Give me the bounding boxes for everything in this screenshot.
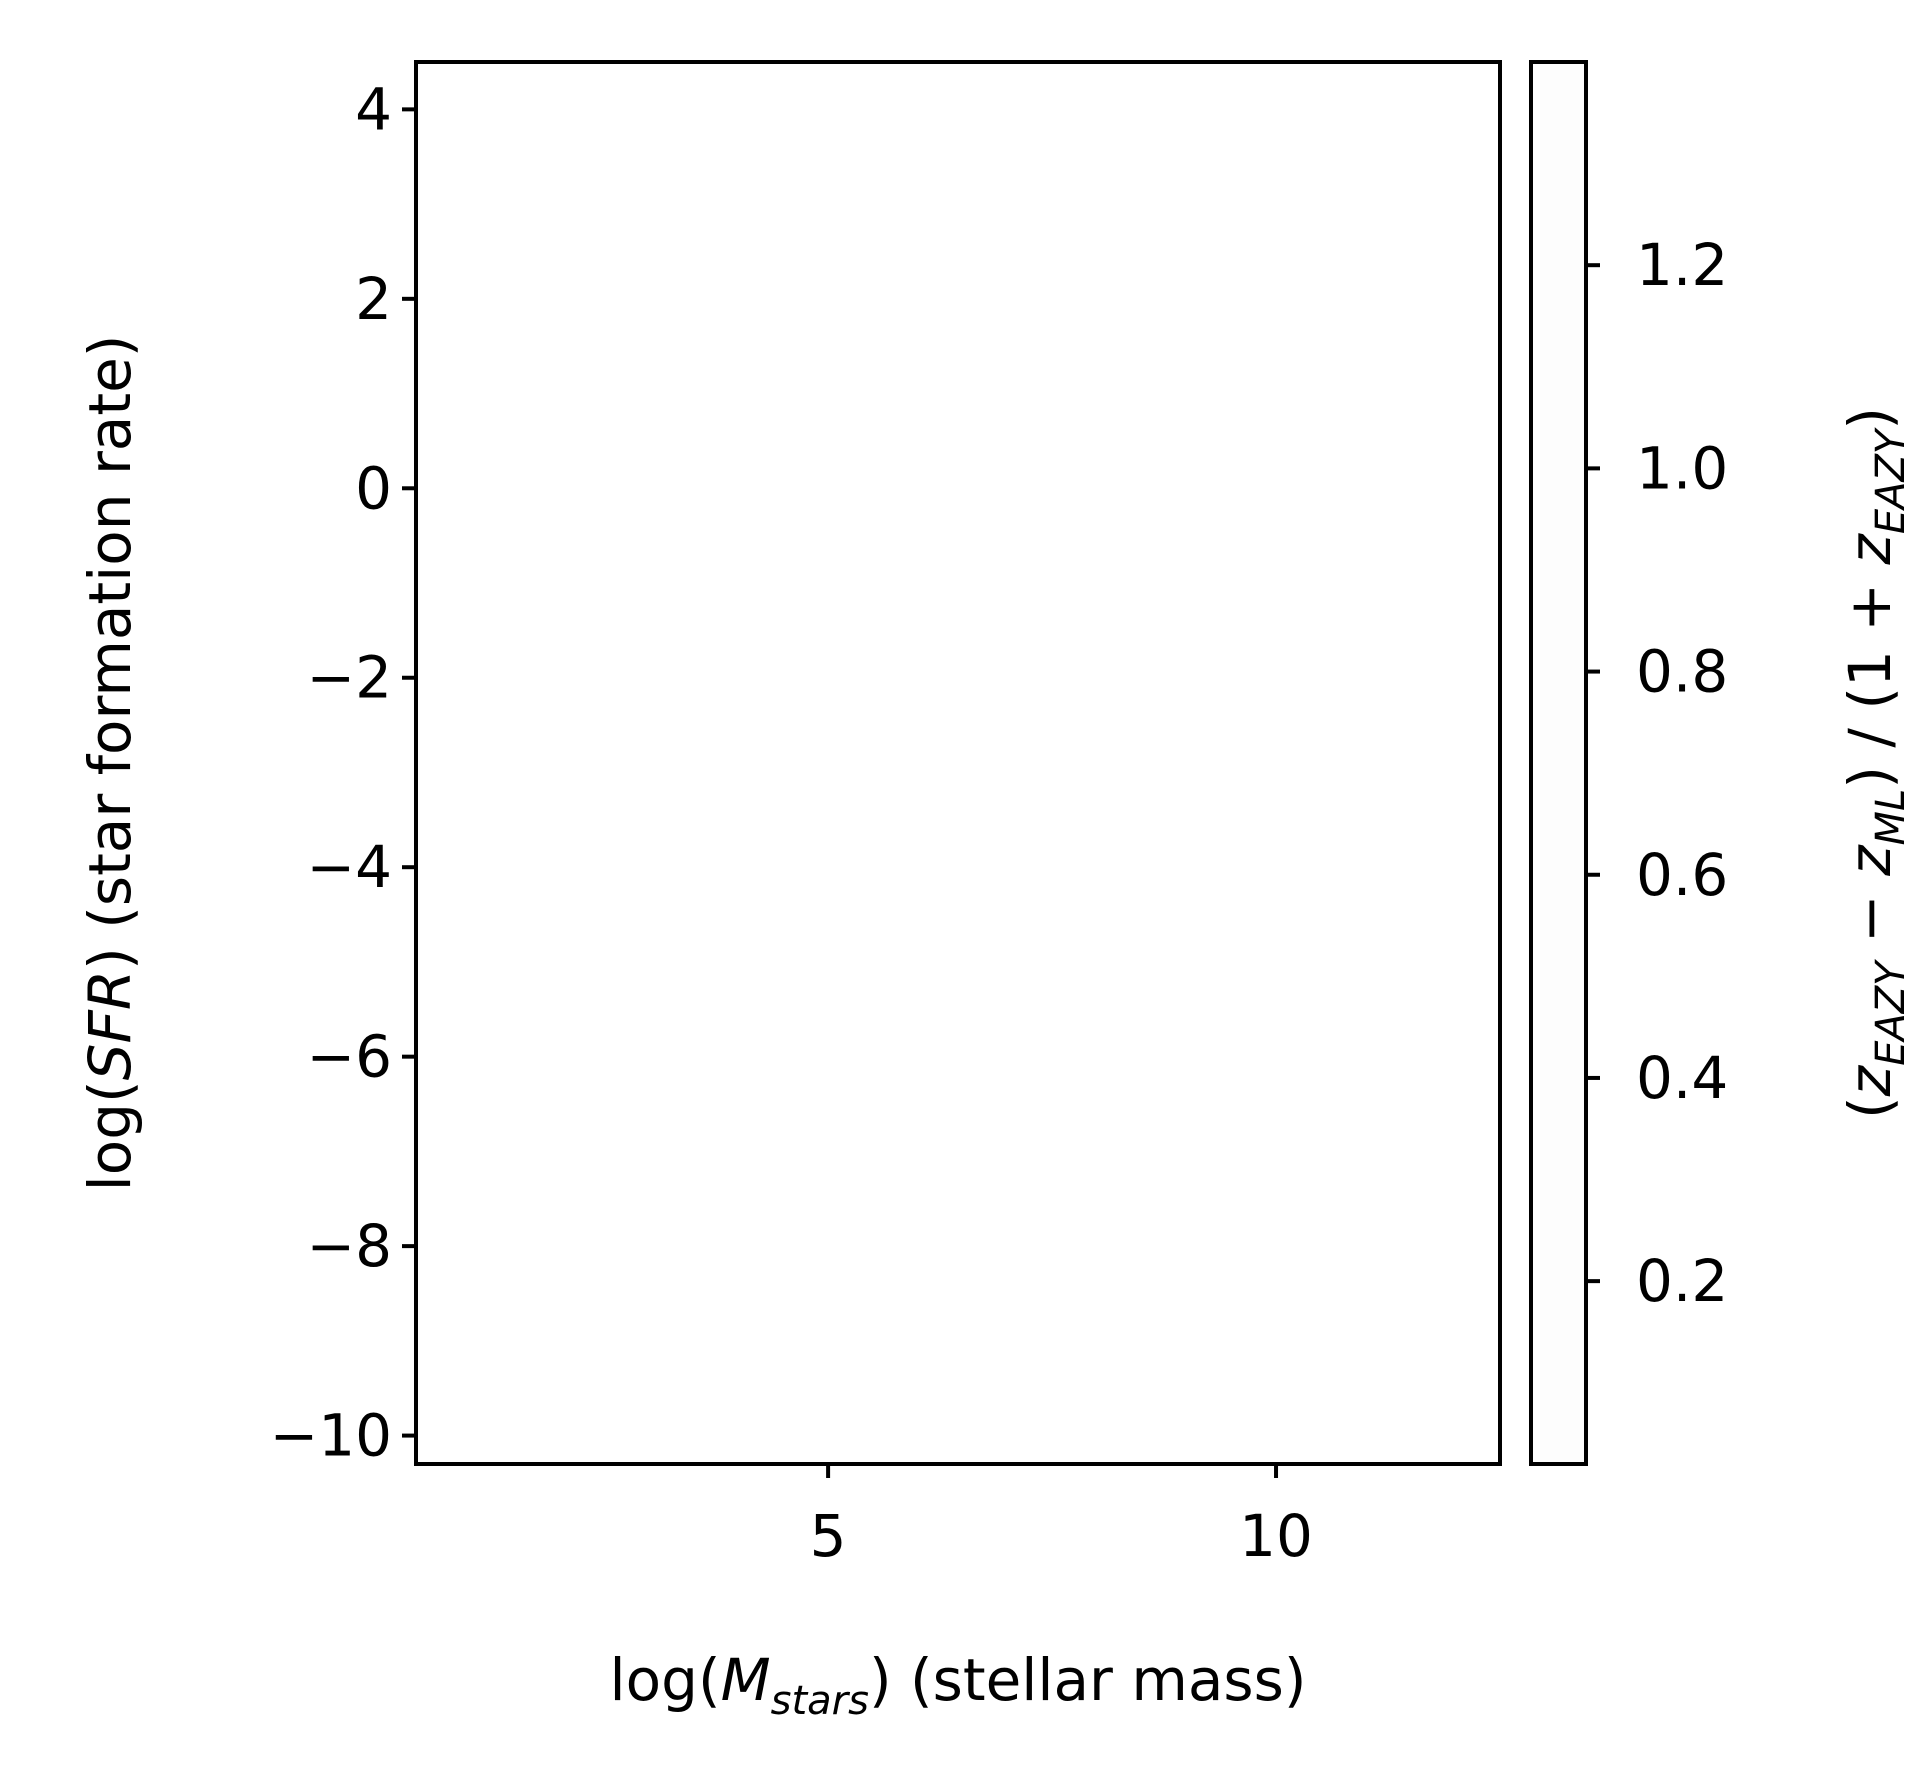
y-tick-label: −8	[307, 1212, 393, 1280]
colorbar-tick-label: 1.2	[1636, 231, 1728, 299]
colorbar-tick-label: 0.4	[1636, 1044, 1728, 1112]
colorbar-tick-label: 0.6	[1636, 841, 1728, 909]
plot-area	[414, 60, 1502, 1466]
colorbar-tick-label: 0.2	[1636, 1247, 1728, 1315]
x-tick-label: 5	[810, 1502, 847, 1570]
y-tick-label: 4	[355, 75, 392, 143]
y-tick-label: 2	[355, 265, 392, 333]
colorbar-label: (zEAZY − zML) / (1 + zEAZY)	[1836, 407, 1914, 1119]
y-tick-label: 0	[355, 454, 392, 522]
y-tick-label: −6	[307, 1023, 393, 1091]
x-tick-label: 10	[1239, 1502, 1313, 1570]
x-axis-label: log(Mstars) (stellar mass)	[610, 1646, 1307, 1724]
y-tick-label: −2	[307, 644, 393, 712]
y-tick-label: −4	[307, 833, 393, 901]
y-axis: 4 2 0 −2 −4 −6 −8 −10	[270, 75, 416, 1470]
colorbar-axis: 1.2 1.0 0.8 0.6 0.4 0.2	[1586, 231, 1728, 1315]
colorbar-tick-label: 0.8	[1636, 638, 1728, 706]
colorbar	[1529, 60, 1588, 1466]
x-axis: 5 10	[810, 1464, 1313, 1570]
colorbar-tick-label: 1.0	[1636, 434, 1728, 502]
y-axis-label: log(SFR) (star formation rate)	[76, 335, 144, 1192]
y-tick-label: −10	[270, 1402, 392, 1470]
